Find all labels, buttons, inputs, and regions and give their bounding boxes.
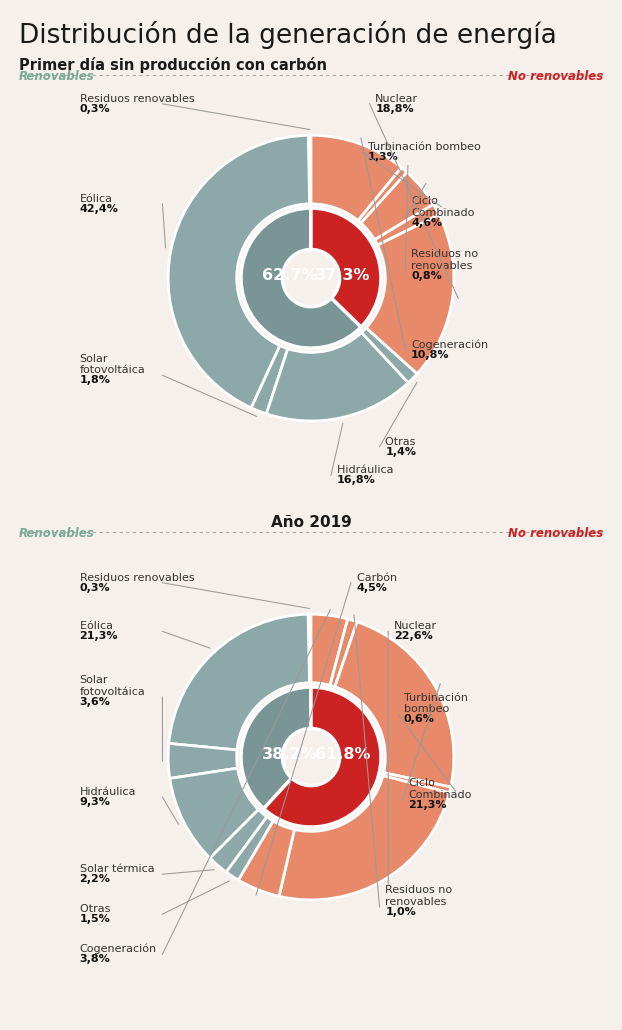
Text: 2,2%: 2,2% <box>80 874 111 884</box>
Text: 9,3%: 9,3% <box>80 797 111 808</box>
Wedge shape <box>266 333 408 421</box>
Text: No renovables: No renovables <box>508 70 603 83</box>
Text: Ciclo
Combinado: Ciclo Combinado <box>408 779 471 800</box>
Text: Hidráulica: Hidráulica <box>337 466 397 475</box>
Wedge shape <box>358 168 407 224</box>
Wedge shape <box>308 614 311 683</box>
Wedge shape <box>238 821 294 896</box>
Text: Renovables: Renovables <box>19 70 95 83</box>
Text: Solar térmica: Solar térmica <box>80 864 154 874</box>
Text: 21,3%: 21,3% <box>80 631 118 642</box>
Text: Residuos renovables: Residuos renovables <box>80 94 194 104</box>
Text: 37.3%: 37.3% <box>315 268 370 283</box>
Text: Primer día sin producción con carbón: Primer día sin producción con carbón <box>19 57 327 73</box>
Text: Turbinación bombeo: Turbinación bombeo <box>368 142 481 152</box>
Text: 1,8%: 1,8% <box>80 375 111 385</box>
Wedge shape <box>330 619 357 687</box>
Text: 10,8%: 10,8% <box>411 349 450 359</box>
Text: 0,6%: 0,6% <box>404 714 435 724</box>
Text: Hidráulica: Hidráulica <box>80 787 136 797</box>
Text: Otras: Otras <box>385 437 419 447</box>
Wedge shape <box>168 744 238 779</box>
Wedge shape <box>210 810 267 872</box>
Text: Cogeneración: Cogeneración <box>80 943 157 954</box>
Text: Nuclear: Nuclear <box>394 621 437 631</box>
Wedge shape <box>279 776 449 900</box>
Wedge shape <box>169 614 310 750</box>
Wedge shape <box>361 328 417 383</box>
Text: 62.7%: 62.7% <box>262 268 317 283</box>
Wedge shape <box>311 614 348 685</box>
Text: Residuos renovables: Residuos renovables <box>80 573 194 583</box>
Wedge shape <box>311 135 401 220</box>
Text: Turbinación
bombeo: Turbinación bombeo <box>404 692 468 714</box>
Wedge shape <box>309 135 311 204</box>
Text: Solar
fotovoltáica: Solar fotovoltáica <box>80 676 146 697</box>
Wedge shape <box>251 346 288 414</box>
Text: 61.8%: 61.8% <box>315 747 370 762</box>
Text: Solar
fotovoltáica: Solar fotovoltáica <box>80 353 146 375</box>
Text: 22,6%: 22,6% <box>394 631 433 642</box>
Text: Eólica: Eólica <box>80 621 116 631</box>
Text: 18,8%: 18,8% <box>375 104 414 113</box>
Text: 21,3%: 21,3% <box>408 800 447 810</box>
Text: 16,8%: 16,8% <box>337 475 376 485</box>
Text: 1,5%: 1,5% <box>80 915 110 924</box>
Text: No renovables: No renovables <box>508 527 603 541</box>
Text: 0,3%: 0,3% <box>80 104 110 113</box>
Wedge shape <box>366 214 454 374</box>
Wedge shape <box>374 204 439 245</box>
Text: Renovables: Renovables <box>19 527 95 541</box>
Text: Carbón: Carbón <box>357 573 401 583</box>
Wedge shape <box>311 208 381 327</box>
Text: 3,6%: 3,6% <box>80 697 111 707</box>
Text: 42,4%: 42,4% <box>80 204 118 214</box>
Wedge shape <box>226 817 273 880</box>
Text: 0,8%: 0,8% <box>411 271 442 281</box>
Text: 4,5%: 4,5% <box>357 583 388 592</box>
Wedge shape <box>168 135 310 408</box>
Text: Cogeneración: Cogeneración <box>411 339 488 349</box>
Text: 1,4%: 1,4% <box>385 447 416 456</box>
Text: 3,8%: 3,8% <box>80 954 110 964</box>
Text: Nuclear: Nuclear <box>375 94 419 104</box>
Wedge shape <box>361 172 434 240</box>
Wedge shape <box>264 687 381 827</box>
Text: Residuos no
renovables: Residuos no renovables <box>385 886 452 907</box>
Text: Año 2019: Año 2019 <box>271 515 351 530</box>
Text: 0,3%: 0,3% <box>80 583 110 592</box>
Wedge shape <box>170 768 259 858</box>
Text: Residuos no
renovables: Residuos no renovables <box>411 249 478 271</box>
Text: 38.2%: 38.2% <box>262 747 317 762</box>
Text: 4,6%: 4,6% <box>411 218 442 228</box>
Text: 1,0%: 1,0% <box>385 907 416 917</box>
Wedge shape <box>241 687 311 809</box>
Wedge shape <box>383 772 451 793</box>
Text: Ciclo
Combinado: Ciclo Combinado <box>411 197 475 218</box>
Text: Distribución de la generación de energía: Distribución de la generación de energía <box>19 21 557 48</box>
Wedge shape <box>335 622 454 787</box>
Text: Eólica: Eólica <box>80 194 113 204</box>
Text: Otras: Otras <box>80 904 113 915</box>
Text: 1,3%: 1,3% <box>368 152 399 163</box>
Wedge shape <box>241 208 361 348</box>
